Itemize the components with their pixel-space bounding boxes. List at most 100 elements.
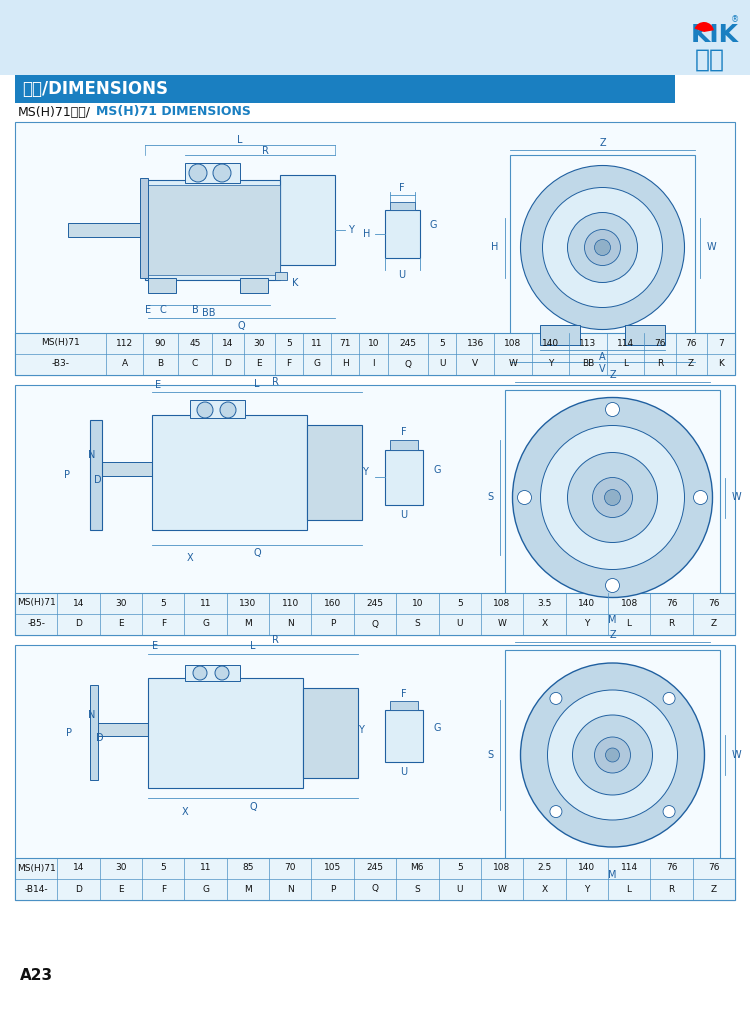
Bar bbox=[148, 278, 176, 293]
Bar bbox=[280, 175, 335, 265]
Bar bbox=[390, 701, 418, 710]
Text: 140: 140 bbox=[578, 599, 596, 607]
Text: Q: Q bbox=[371, 619, 379, 628]
Text: Q: Q bbox=[254, 548, 261, 558]
Text: Q: Q bbox=[404, 360, 411, 369]
Text: 130: 130 bbox=[239, 599, 256, 607]
Circle shape bbox=[197, 402, 213, 418]
Bar bbox=[385, 210, 420, 258]
Text: 尺寸/DIMENSIONS: 尺寸/DIMENSIONS bbox=[22, 80, 168, 98]
Text: P: P bbox=[64, 470, 70, 480]
Text: 110: 110 bbox=[282, 599, 299, 607]
Text: C: C bbox=[192, 360, 198, 369]
Text: F: F bbox=[160, 885, 166, 894]
Text: W: W bbox=[497, 885, 506, 894]
Circle shape bbox=[518, 491, 532, 505]
Text: 76: 76 bbox=[666, 864, 677, 873]
Text: A: A bbox=[599, 352, 606, 362]
Text: C: C bbox=[160, 305, 166, 315]
Circle shape bbox=[592, 478, 632, 517]
Text: 113: 113 bbox=[579, 338, 596, 347]
Text: X: X bbox=[182, 807, 188, 817]
Text: 108: 108 bbox=[494, 599, 511, 607]
Text: 76: 76 bbox=[708, 599, 719, 607]
Text: 76: 76 bbox=[654, 338, 665, 347]
Text: 30: 30 bbox=[254, 338, 265, 347]
Text: M: M bbox=[608, 870, 616, 880]
Circle shape bbox=[584, 229, 620, 266]
Text: 85: 85 bbox=[242, 864, 254, 873]
Text: V: V bbox=[599, 364, 606, 374]
Text: 76: 76 bbox=[708, 864, 719, 873]
Text: 10: 10 bbox=[368, 338, 380, 347]
Bar bbox=[275, 272, 287, 280]
Text: W: W bbox=[732, 493, 742, 503]
Text: KIK: KIK bbox=[691, 23, 739, 47]
Text: Q: Q bbox=[237, 321, 244, 331]
Text: Z: Z bbox=[688, 360, 694, 369]
Bar bbox=[510, 155, 695, 340]
Text: 14: 14 bbox=[222, 338, 233, 347]
Bar bbox=[145, 185, 280, 275]
Circle shape bbox=[595, 239, 610, 256]
Text: N: N bbox=[287, 885, 294, 894]
Bar bbox=[15, 122, 735, 375]
Bar bbox=[185, 163, 240, 183]
Bar bbox=[90, 685, 98, 780]
Text: R: R bbox=[262, 146, 268, 156]
Circle shape bbox=[605, 579, 619, 593]
Text: M6: M6 bbox=[410, 864, 424, 873]
Text: F: F bbox=[401, 427, 406, 437]
Text: E: E bbox=[155, 380, 161, 390]
Text: Y: Y bbox=[358, 725, 364, 735]
Text: 76: 76 bbox=[666, 599, 677, 607]
Text: 11: 11 bbox=[200, 599, 211, 607]
Text: 5: 5 bbox=[160, 599, 166, 607]
Text: 114: 114 bbox=[620, 864, 638, 873]
Text: 140: 140 bbox=[578, 864, 596, 873]
Text: Y: Y bbox=[584, 885, 590, 894]
Bar bbox=[390, 440, 418, 450]
Circle shape bbox=[512, 398, 712, 598]
Text: 5: 5 bbox=[286, 338, 292, 347]
Bar bbox=[385, 710, 423, 762]
Text: F: F bbox=[399, 183, 405, 193]
Bar bbox=[190, 400, 245, 418]
Bar bbox=[102, 462, 152, 476]
Text: L: L bbox=[626, 885, 632, 894]
Text: I: I bbox=[372, 360, 375, 369]
Text: A: A bbox=[122, 360, 128, 369]
Text: F: F bbox=[160, 619, 166, 628]
Text: 245: 245 bbox=[399, 338, 416, 347]
Bar bbox=[148, 678, 303, 788]
Circle shape bbox=[550, 693, 562, 704]
Bar bbox=[240, 278, 268, 293]
Bar bbox=[68, 223, 146, 237]
Text: E: E bbox=[152, 641, 158, 651]
Text: W: W bbox=[509, 360, 518, 369]
Text: X: X bbox=[542, 885, 548, 894]
Text: L: L bbox=[237, 135, 243, 145]
Text: G: G bbox=[433, 723, 440, 733]
Text: G: G bbox=[430, 220, 437, 230]
Bar bbox=[303, 688, 358, 778]
Circle shape bbox=[520, 663, 704, 847]
Text: U: U bbox=[398, 270, 406, 280]
Text: U: U bbox=[439, 360, 446, 369]
Text: D: D bbox=[75, 619, 82, 628]
Text: V: V bbox=[472, 360, 478, 369]
Circle shape bbox=[189, 164, 207, 182]
Text: H: H bbox=[490, 242, 498, 252]
Text: Y: Y bbox=[348, 225, 354, 235]
Text: 10: 10 bbox=[412, 599, 423, 607]
Text: E: E bbox=[256, 360, 262, 369]
Text: 70: 70 bbox=[284, 864, 296, 873]
Text: 112: 112 bbox=[116, 338, 134, 347]
Text: Z: Z bbox=[599, 138, 606, 148]
Text: N: N bbox=[287, 619, 294, 628]
Bar bbox=[185, 665, 240, 681]
Bar bbox=[390, 202, 415, 210]
Text: U: U bbox=[400, 510, 407, 520]
Text: R: R bbox=[668, 885, 674, 894]
Circle shape bbox=[220, 402, 236, 418]
